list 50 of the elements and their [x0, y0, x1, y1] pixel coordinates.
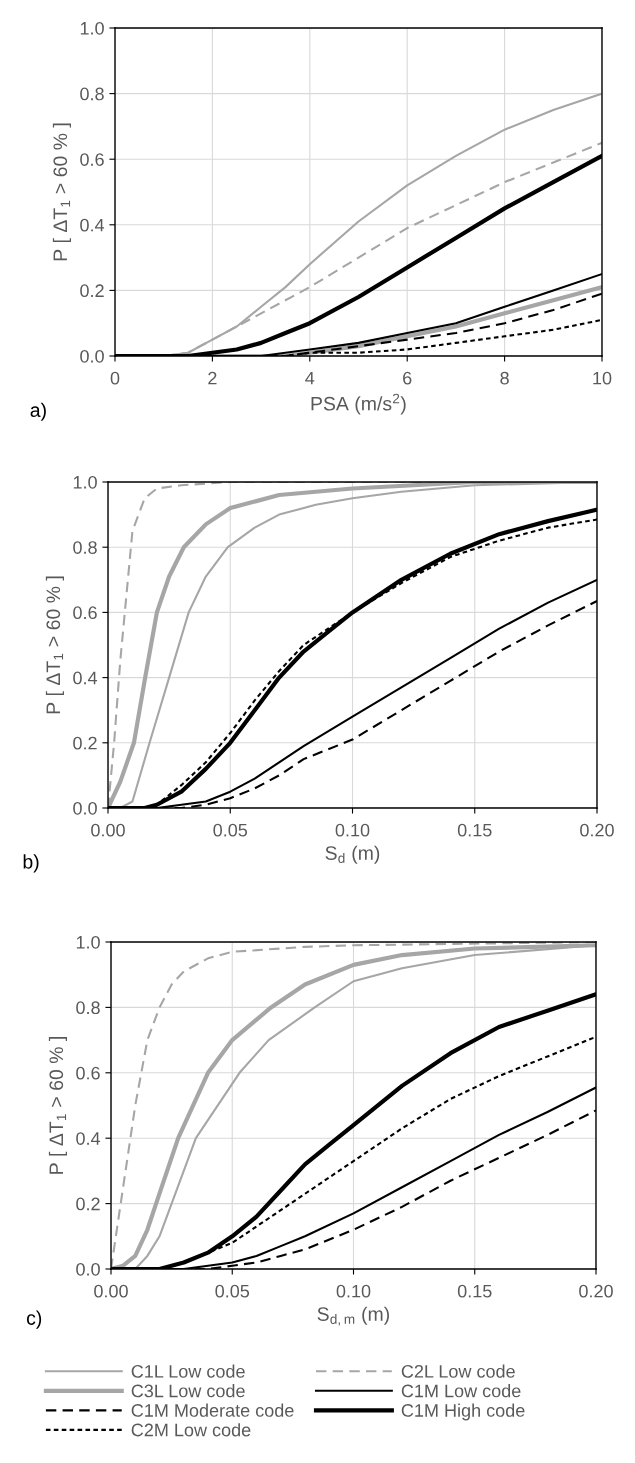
- x-axis-title: S$_{d}$ (m): [325, 845, 380, 864]
- y-tick-label: 1.0: [80, 21, 104, 35]
- y-axis-title: P [ ΔT$_{1}$ > 60 % ]: [52, 123, 71, 261]
- y-tick-label: 0.0: [73, 801, 97, 815]
- legend-label: C1M Low code: [401, 1384, 521, 1398]
- legend-label: C1L Low code: [131, 1364, 245, 1378]
- y-tick-label: 1.0: [76, 935, 100, 949]
- y-tick-label: 0.2: [73, 736, 97, 750]
- x-axis-title: S$_{d,m}$ (m): [317, 1306, 389, 1326]
- x-tick-label: 0.10: [336, 1284, 371, 1298]
- y-tick-label: 1.0: [73, 475, 97, 489]
- y-tick-label: 0.0: [76, 1262, 100, 1276]
- x-tick-label: 0.20: [579, 1284, 613, 1298]
- y-tick-label: 0.2: [76, 1197, 100, 1211]
- x-tick-label: 0.15: [457, 823, 492, 837]
- x-tick-label: 0: [110, 371, 120, 385]
- x-tick-label: 10: [593, 371, 612, 385]
- y-tick-label: 0.4: [76, 1132, 101, 1145]
- y-tick-label: 0.8: [80, 87, 104, 101]
- text: a): [30, 402, 46, 421]
- y-tick-label: 0.8: [73, 541, 97, 554]
- x-tick-label: 8: [500, 371, 509, 385]
- y-tick-label: 0.6: [76, 1066, 100, 1080]
- x-tick-label: 0.00: [91, 823, 125, 837]
- x-tick-label: 0.10: [335, 823, 370, 837]
- x-tick-label: 6: [403, 371, 412, 385]
- text: c): [26, 1310, 42, 1329]
- y-axis-title: P [ ΔT$_{1}$ > 60 % ]: [45, 576, 64, 714]
- y-tick-label: 0.4: [73, 671, 98, 685]
- x-tick-label: 2: [208, 371, 217, 385]
- x-tick-label: 0.20: [580, 823, 614, 837]
- y-tick-label: 0.2: [80, 284, 104, 298]
- y-tick-label: 0.6: [73, 606, 97, 620]
- legend-label: C1M Moderate code: [131, 1403, 294, 1417]
- x-tick-label: 0.05: [215, 1284, 250, 1298]
- legend-label: C3L Low code: [131, 1384, 245, 1398]
- x-tick-label: 0.00: [94, 1284, 128, 1298]
- x-axis-title: PSA (m/s$^{2}$): [311, 393, 406, 415]
- y-tick-label: 0.8: [76, 1001, 100, 1015]
- legend-label: C2L Low code: [401, 1364, 515, 1378]
- y-axis-title: P [ ΔT$_{1}$ > 60 % ]: [48, 1037, 67, 1174]
- legend-label: C2M Low code: [131, 1423, 251, 1437]
- text: b): [23, 854, 39, 873]
- y-tick-label: 0.0: [80, 349, 104, 363]
- legend-label: C1M High code: [401, 1403, 525, 1421]
- y-tick-label: 0.4: [80, 218, 105, 232]
- x-tick-label: 4: [305, 371, 315, 385]
- x-tick-label: 0.15: [457, 1284, 492, 1298]
- x-tick-label: 0.05: [213, 823, 248, 837]
- y-tick-label: 0.6: [80, 153, 104, 166]
